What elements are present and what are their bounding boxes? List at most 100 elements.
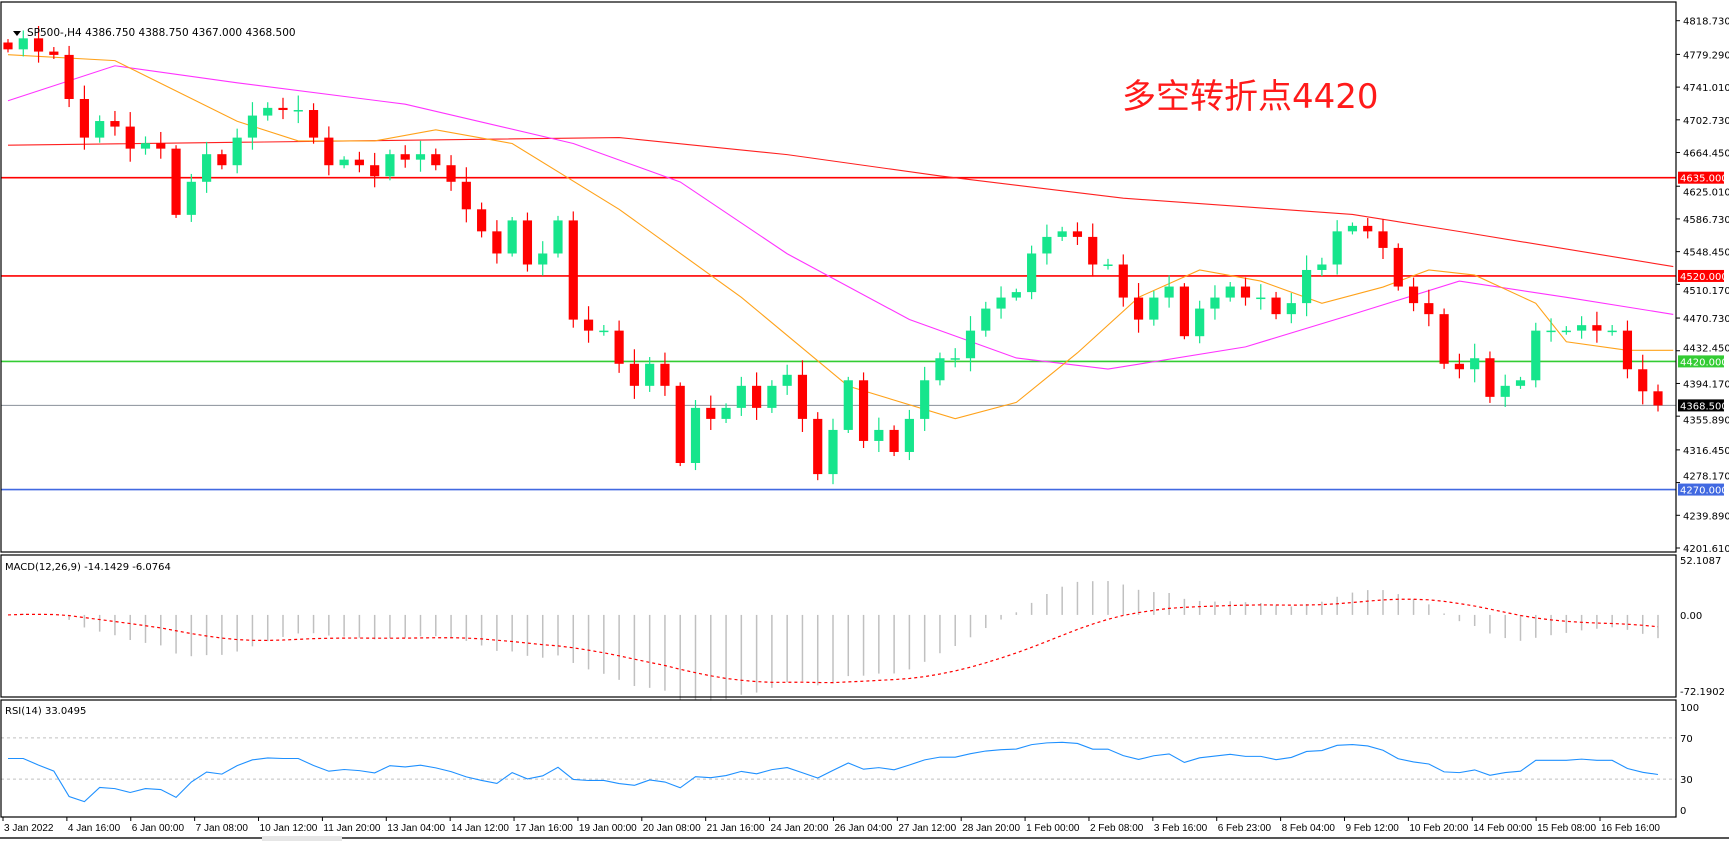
candle [1607,324,1617,336]
time-tick-label: 15 Feb 08:00 [1537,823,1596,834]
candle [278,97,288,120]
candle [1424,289,1434,327]
panel-frame [0,1,1677,553]
candle [431,148,441,171]
candle-body [858,380,869,441]
rsi-panel[interactable] [1,737,1676,803]
candle-body [1195,308,1205,337]
candle-body [813,418,823,475]
candle [920,366,930,431]
candle-body [79,98,89,138]
level-tag-label: 4270.000 [1680,486,1728,497]
price-tick-label: 4702.730 [1683,116,1729,127]
candle-body [904,418,914,452]
candle [1133,283,1144,333]
candle-body [1133,297,1144,320]
candle [1302,255,1312,317]
candle [1485,351,1495,403]
time-tick-label: 4 Jan 16:00 [68,823,121,834]
candle-body [920,380,930,419]
candle-body [553,220,563,254]
candle [415,140,426,172]
time-tick-label: 17 Jan 16:00 [515,823,573,834]
candle-body [935,358,945,381]
price-tick-label: 4779.290 [1683,50,1729,61]
candle [1057,226,1067,241]
candle-body [1653,391,1663,406]
candle [1577,316,1587,339]
rsi-label: RSI(14) 33.0495 [5,706,86,717]
candle [79,85,89,150]
triangle-down-icon[interactable] [13,31,21,36]
candle [217,149,227,170]
candle-body [1454,363,1464,370]
candle-body [18,38,28,50]
candle-body [1225,286,1235,298]
candle-body [1378,231,1388,248]
candle [1653,384,1663,412]
candle [1042,224,1052,265]
candle-body [431,154,441,166]
candle [202,141,212,193]
candle-body [308,110,319,138]
price-tick-label: 4278.170 [1683,472,1729,483]
candle [1011,288,1021,301]
candle [400,145,410,168]
candle [232,128,242,174]
rsi-line [8,741,1659,803]
candle [1103,258,1113,270]
candle-body [1286,303,1296,315]
candle [1118,254,1128,307]
pivot-annotation: 多空转折点4420 [1122,77,1379,117]
time-tick-label: 19 Jan 00:00 [579,823,637,834]
candle-body [492,231,502,254]
macd-label: MACD(12,26,9) -14.1429 -6.0764 [5,562,171,573]
candle-body [33,38,44,52]
candle-body [675,385,685,463]
candle-body [202,154,212,182]
candle [629,349,639,399]
candle [522,212,533,272]
time-tick-label: 3 Feb 16:00 [1154,823,1208,834]
time-tick-label: 3 Jan 2022 [4,823,54,834]
candle [247,102,258,150]
level-tag [1678,269,1724,282]
candle-body [140,143,151,149]
candle-body [1470,358,1480,370]
candle [1531,322,1541,388]
candle-body [186,181,196,215]
candle [492,220,502,264]
candle [797,360,808,432]
candle [140,136,151,155]
candle [49,47,59,59]
candle-body [263,107,273,116]
candle [1592,311,1602,343]
candle [263,102,273,121]
candle-body [370,165,380,177]
candle-body [645,363,655,386]
candle-body [690,407,701,463]
price-tick-label: 4355.890 [1683,415,1729,426]
chart-tab[interactable] [262,836,342,841]
candle-body [461,181,471,210]
candle-body [568,220,578,320]
candle-body [1164,286,1174,298]
macd-panel[interactable] [7,581,1659,701]
candle-body [843,380,853,430]
price-panel[interactable] [1,26,1676,491]
price-tick-label: 4741.010 [1683,83,1729,94]
candle-body [507,220,517,254]
candle-body [1638,369,1648,392]
candle-body [1561,330,1571,333]
macd-tick-label: -72.1902 [1680,687,1725,698]
ma-slow-line [7,136,1674,268]
candle [370,152,380,188]
candle [782,364,792,395]
level-tag-label: 4368.500 [1680,401,1728,412]
candle [446,155,456,191]
level-tag-label: 4420.000 [1680,357,1728,368]
candle-body [1271,297,1281,315]
candle [1347,222,1358,235]
candle-body [232,137,242,166]
